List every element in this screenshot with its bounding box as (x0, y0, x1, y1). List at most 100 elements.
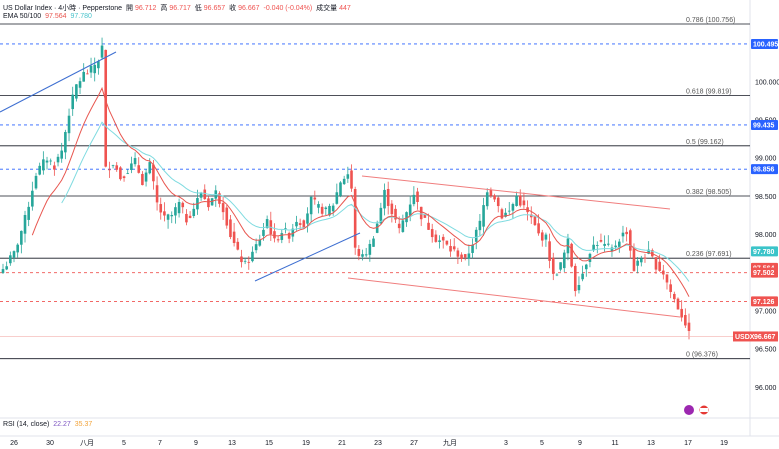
candle-body-77 (284, 228, 287, 230)
candle-body-51 (188, 215, 192, 218)
candle-body-144 (529, 214, 533, 218)
candle-body-109 (401, 220, 405, 232)
candle-body-12 (45, 160, 49, 163)
candle-body-45 (166, 214, 170, 220)
candle-body-156 (573, 265, 577, 292)
candle-body-17 (64, 131, 67, 153)
y-tick-7: 96.500 (755, 347, 777, 354)
candle-body-13 (49, 160, 52, 162)
candle-body-91 (335, 192, 339, 204)
candle-body-36 (133, 158, 137, 165)
ema-label: EMA 50/100 (3, 13, 42, 20)
close-label: 收 (229, 5, 237, 12)
candle-body-180 (662, 270, 665, 275)
ema50-line (31, 86, 690, 297)
x-tick-4: 7 (158, 440, 162, 447)
candle-body-126 (463, 254, 467, 258)
candle-body-79 (291, 228, 295, 237)
candle-body-147 (540, 232, 544, 241)
fib-label-0: 0.786 (100.756) (686, 17, 735, 24)
candle-body-157 (577, 285, 581, 291)
close-value: 96.667 (238, 5, 260, 12)
candle-body-30 (111, 165, 115, 167)
channel-upper-line (361, 175, 671, 210)
candle-body-186 (684, 315, 687, 326)
open-label: 開 (126, 5, 134, 12)
event-icon[interactable] (684, 405, 694, 415)
x-tick-5: 9 (194, 440, 198, 447)
candle-body-174 (640, 258, 643, 263)
candle-body-64 (236, 241, 240, 250)
candle-body-9 (34, 175, 38, 189)
price-tag-1: 99.435 (753, 122, 775, 129)
ema50-value: 97.564 (45, 13, 67, 20)
candle-body-89 (328, 205, 331, 216)
candle-body-182 (669, 284, 672, 292)
candle-body-129 (474, 229, 478, 242)
x-tick-2: 八月 (80, 439, 94, 447)
ema-legend: EMA 50/100 97.564 97.780 (3, 13, 94, 20)
candle-body-66 (243, 260, 247, 262)
candle-body-105 (386, 189, 390, 206)
candle-body-138 (507, 210, 511, 212)
candle-body-130 (478, 220, 482, 231)
candle-body-68 (251, 251, 254, 262)
candle-body-137 (504, 212, 507, 217)
candle-body-168 (617, 241, 621, 247)
volume-value: 447 (339, 5, 351, 12)
usdx-tag-symbol: USDX (735, 334, 755, 341)
fib-label-2: 0.5 (99.162) (686, 139, 724, 146)
candle-body-55 (203, 189, 207, 200)
uptrend-line-2 (254, 232, 361, 282)
candle-body-84 (309, 196, 313, 215)
fib-label-5: 0 (96.376) (686, 352, 718, 359)
price-tag-0: 100.495 (753, 41, 778, 48)
candle-body-49 (181, 202, 185, 208)
y-tick-4: 98.000 (755, 232, 777, 239)
candle-body-69 (254, 244, 258, 251)
candle-body-128 (471, 244, 474, 253)
x-tick-3: 5 (122, 440, 126, 447)
candle-body-136 (500, 209, 504, 219)
price-tag-3: 97.780 (753, 249, 775, 256)
candle-body-85 (313, 197, 317, 200)
price-tag-2: 98.856 (753, 167, 775, 174)
candle-body-159 (584, 264, 588, 270)
candle-body-149 (548, 241, 551, 261)
price-tag-6: 97.126 (753, 299, 775, 306)
x-tick-19: 19 (720, 440, 728, 447)
candle-body-67 (247, 261, 251, 263)
candle-body-140 (515, 196, 518, 206)
x-tick-18: 17 (684, 440, 692, 447)
candle-body-63 (232, 231, 236, 243)
candle-body-75 (276, 239, 280, 241)
x-tick-17: 13 (647, 440, 655, 447)
candle-body-16 (60, 150, 63, 159)
candle-body-145 (533, 215, 537, 226)
candle-body-61 (225, 207, 229, 226)
rsi-value-2: 35.37 (74, 421, 93, 428)
rsi-label: RSI (14, close) (3, 421, 50, 428)
candle-body-135 (496, 197, 500, 207)
candle-body-28 (104, 49, 108, 167)
uptrend-line-1 (0, 51, 117, 113)
candle-body-164 (603, 243, 606, 246)
candle-body-54 (199, 193, 203, 198)
candle-body-171 (629, 230, 632, 251)
candle-body-121 (445, 240, 449, 245)
candle-body-178 (654, 257, 658, 270)
candle-body-87 (320, 206, 324, 214)
candle-body-141 (518, 195, 522, 206)
candle-body-35 (130, 163, 133, 171)
candle-body-127 (467, 253, 471, 259)
candle-body-102 (375, 223, 379, 233)
candle-body-71 (262, 229, 265, 236)
candle-body-116 (427, 222, 430, 230)
candle-body-169 (621, 232, 625, 237)
change-value: -0.040 (-0.04%) (263, 5, 313, 12)
ema100-line (61, 121, 690, 282)
candle-body-165 (606, 243, 610, 245)
volume-label: 成交量 (316, 5, 338, 12)
candle-body-100 (368, 243, 372, 255)
